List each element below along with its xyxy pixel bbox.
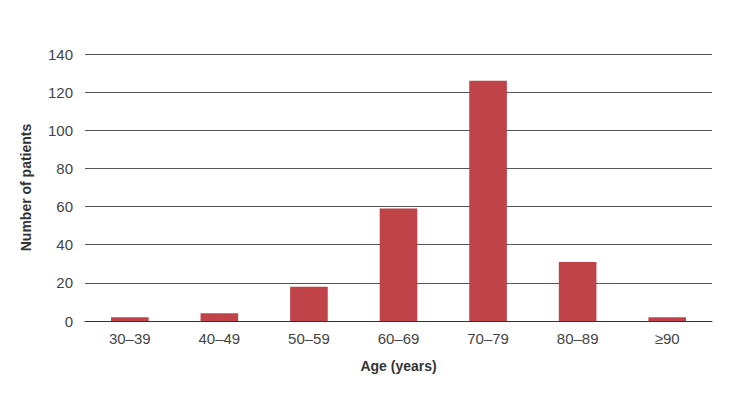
svg-text:40: 40 (56, 236, 73, 253)
svg-text:80: 80 (56, 160, 73, 177)
svg-text:30–39: 30–39 (109, 330, 151, 347)
svg-text:80–89: 80–89 (557, 330, 599, 347)
svg-text:0: 0 (65, 313, 73, 330)
svg-text:100: 100 (48, 122, 73, 139)
svg-text:70–79: 70–79 (467, 330, 509, 347)
svg-text:Age (years): Age (years) (360, 358, 436, 374)
svg-text:140: 140 (48, 46, 73, 63)
svg-text:40–49: 40–49 (198, 330, 240, 347)
svg-text:60: 60 (56, 198, 73, 215)
svg-text:20: 20 (56, 274, 73, 291)
svg-text:60–69: 60–69 (378, 330, 420, 347)
svg-text:≥90: ≥90 (655, 330, 680, 347)
svg-text:Number of patients: Number of patients (18, 124, 34, 252)
svg-text:120: 120 (48, 84, 73, 101)
svg-text:50–59: 50–59 (288, 330, 330, 347)
